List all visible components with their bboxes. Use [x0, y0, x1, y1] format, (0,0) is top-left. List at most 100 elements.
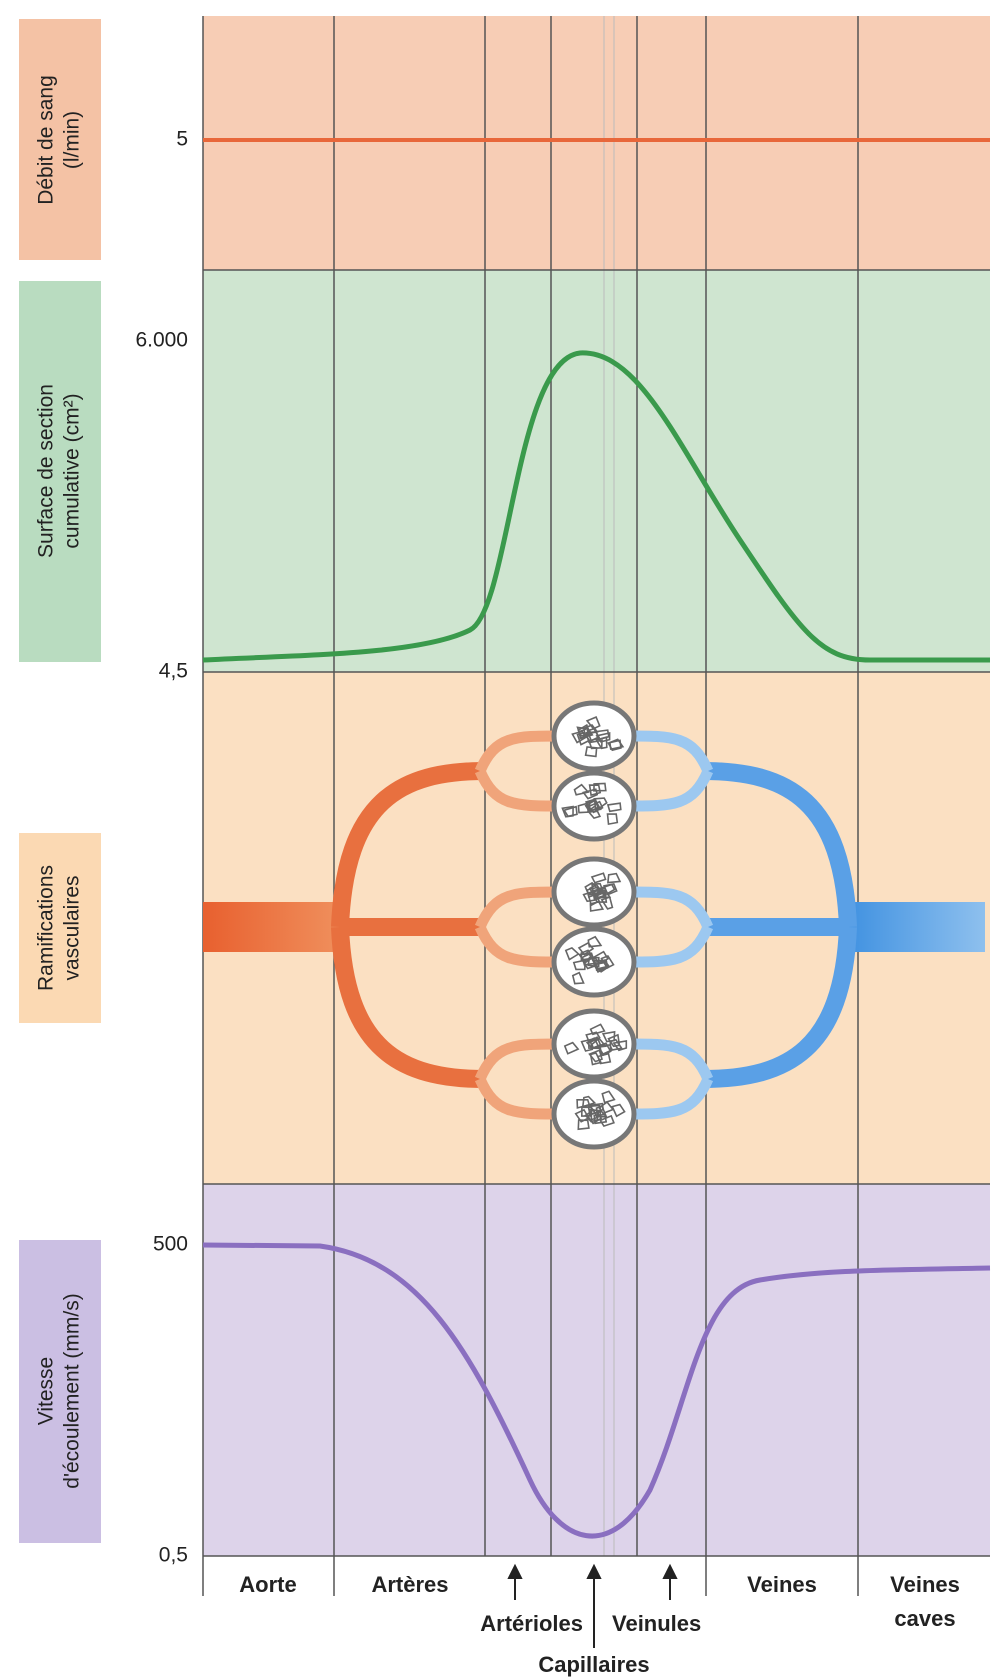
tick-label: 500: [153, 1233, 188, 1256]
capillary-mesh: [591, 882, 604, 896]
capillary-mesh: [577, 941, 595, 956]
capillary-bed: [551, 700, 637, 772]
capillary-bed: [551, 1008, 637, 1080]
capillary-mesh: [584, 798, 600, 812]
capillary-mesh: [587, 893, 601, 907]
capillary-mesh: [586, 886, 602, 898]
vessel: [627, 924, 714, 968]
label-box: [19, 19, 101, 260]
panel-label: Débit de sang (l/min): [35, 75, 84, 205]
capillary-mesh: [585, 800, 597, 813]
capillary-mesh: [571, 971, 585, 985]
capillary-mesh: [594, 729, 610, 741]
label-line: vasculaires: [61, 875, 84, 980]
capillary-mesh: [601, 1030, 616, 1043]
label-line: cumulative (cm²): [61, 393, 84, 548]
vessel: [474, 1038, 561, 1082]
vessel: [627, 886, 714, 930]
capillary-mesh: [577, 723, 592, 737]
capillary-mesh: [590, 1037, 608, 1049]
capillary-mesh: [588, 784, 602, 797]
capillary-mesh: [609, 738, 625, 751]
panel-label: Vitesse d'écoulement (mm/s): [35, 1293, 84, 1488]
capillary-mesh: [585, 1031, 601, 1044]
capillary-mesh: [577, 1119, 590, 1131]
capillary-mesh: [572, 959, 586, 971]
capillary-mesh: [593, 782, 607, 792]
capillary-mesh: [564, 946, 580, 961]
veins: [627, 730, 985, 1120]
arteries: [203, 730, 561, 1120]
capillary-mesh: [601, 1090, 616, 1104]
label-line: Vitesse: [35, 1357, 58, 1426]
panel-bg: [203, 16, 990, 270]
vessel: [339, 902, 348, 952]
segment-label: Capillaires: [538, 1652, 649, 1677]
vessel: [840, 902, 849, 952]
label-box: [19, 1240, 101, 1543]
capillary-mesh: [580, 1038, 594, 1052]
label-line: Ramifications: [35, 865, 58, 991]
capillary-mesh: [612, 1040, 628, 1052]
capillary-mesh: [598, 1101, 615, 1115]
capillary-mesh: [585, 716, 601, 730]
label-box: [19, 833, 101, 1023]
segment-label: Veines: [747, 1572, 817, 1597]
capillary-mesh: [584, 1108, 599, 1123]
vessel: [474, 924, 561, 968]
capillary-mesh: [576, 731, 591, 746]
segment-label: Veinules: [612, 1611, 701, 1636]
tick-label: 4,5: [159, 660, 188, 683]
capillary-mesh: [584, 746, 598, 758]
trunk: [203, 902, 348, 952]
capillary-mesh: [607, 872, 622, 884]
capillary-mesh: [590, 872, 607, 884]
capillary-mesh: [594, 891, 608, 903]
capillary-mesh: [576, 1099, 591, 1109]
tick-label: 5: [176, 128, 188, 151]
panel-label: Surface de section cumulative (cm²): [35, 384, 84, 558]
segment-label: Aorte: [239, 1572, 296, 1597]
capillary-mesh: [588, 1049, 603, 1063]
capillary-mesh: [593, 1113, 608, 1125]
capillary-mesh: [587, 935, 603, 948]
velocity-curve: [202, 1242, 991, 1539]
vessel: [331, 926, 486, 1088]
vessel: [627, 768, 714, 812]
segment-label: Artérioles: [480, 1611, 583, 1636]
capillary-mesh: [606, 802, 622, 813]
vessel: [702, 762, 857, 928]
label-line: Débit de sang: [35, 75, 58, 205]
capillary-mesh: [611, 1103, 626, 1118]
arrows: [507, 1563, 678, 1648]
label-line: Surface de section: [35, 384, 58, 558]
label-box: [19, 281, 101, 662]
capillary-mesh: [573, 783, 590, 796]
panel-label: Ramifications vasculaires: [35, 865, 84, 991]
capillary-mesh: [561, 805, 574, 818]
capillary-mesh: [600, 896, 614, 910]
capillary-mesh: [599, 1114, 615, 1128]
label-line: d'écoulement (mm/s): [61, 1293, 84, 1488]
vessel: [627, 1076, 714, 1120]
vessel: [702, 926, 857, 1088]
area-curve: [202, 350, 990, 663]
vessel: [474, 886, 561, 930]
capillary-mesh: [595, 732, 611, 743]
tick-label: 0,5: [159, 1544, 188, 1567]
trunk: [840, 902, 985, 952]
capillary-mesh: [592, 961, 609, 973]
capillary-mesh: [583, 724, 599, 736]
vessel: [627, 730, 714, 774]
segment-label: Veines: [890, 1572, 960, 1597]
vessel: [331, 762, 486, 928]
segment-label: caves: [894, 1606, 955, 1631]
vessel: [474, 730, 561, 774]
label-line: (l/min): [61, 111, 84, 169]
capillary-mesh: [598, 1044, 614, 1056]
segment-label: Artères: [371, 1572, 448, 1597]
vessel: [627, 1038, 714, 1082]
tick-label: 6.000: [135, 329, 188, 352]
capillary-mesh: [586, 1111, 603, 1125]
